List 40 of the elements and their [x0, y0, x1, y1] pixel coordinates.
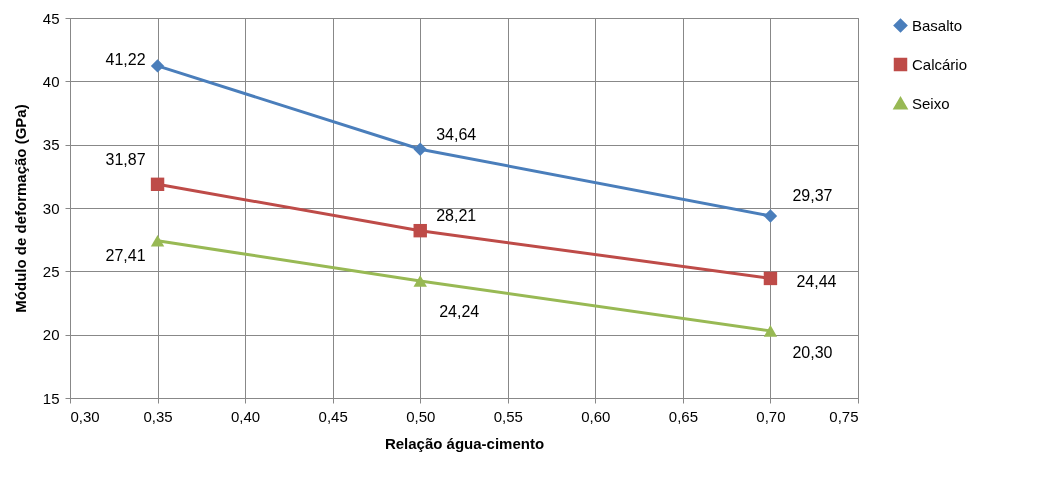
y-tick-label: 30	[42, 199, 60, 217]
x-tick-label: 0,50	[406, 407, 436, 425]
data-label: 41,22	[105, 50, 146, 68]
x-tick-label: 0,65	[668, 407, 698, 425]
point	[413, 275, 427, 287]
point	[150, 177, 165, 192]
data-label: 34,64	[436, 126, 477, 144]
y-tick-label: 40	[42, 72, 60, 90]
legend-label: Basalto	[912, 16, 963, 34]
data-label: 28,21	[436, 206, 477, 224]
y-axis-title: Módulo de deformação (GPa)	[11, 104, 29, 313]
legend-label: Seixo	[912, 94, 950, 112]
point	[763, 271, 778, 286]
x-tick-label: 0,55	[493, 407, 523, 425]
data-label: 20,30	[792, 343, 833, 361]
data-label: 31,87	[105, 151, 146, 169]
point	[150, 59, 165, 73]
x-tick-label: 0,60	[581, 407, 611, 425]
data-label: 29,37	[792, 186, 833, 204]
point	[763, 325, 778, 337]
x-tick-label: 0,45	[318, 407, 348, 425]
data-label: 24,44	[796, 273, 837, 291]
x-tick-label: 0,40	[231, 407, 261, 425]
point	[763, 209, 778, 223]
point	[413, 223, 427, 238]
x-tick-label: 0,70	[756, 407, 786, 425]
legend-label: Calcário	[912, 55, 968, 73]
y-tick-label: 35	[42, 136, 60, 154]
y-tick-label: 25	[42, 262, 60, 280]
data-label: 24,24	[439, 302, 480, 320]
x-axis-title: Relação água-cimento	[384, 434, 545, 452]
data-label: 27,41	[105, 246, 146, 264]
x-tick-label: 0,75	[829, 407, 859, 425]
point	[413, 142, 427, 156]
x-tick-label: 0,30	[70, 407, 100, 425]
point	[150, 235, 165, 247]
x-tick-label: 0,35	[143, 407, 173, 425]
y-tick-label: 15	[42, 389, 60, 407]
y-tick-label: 20	[42, 326, 60, 344]
y-tick-label: 45	[42, 9, 60, 27]
